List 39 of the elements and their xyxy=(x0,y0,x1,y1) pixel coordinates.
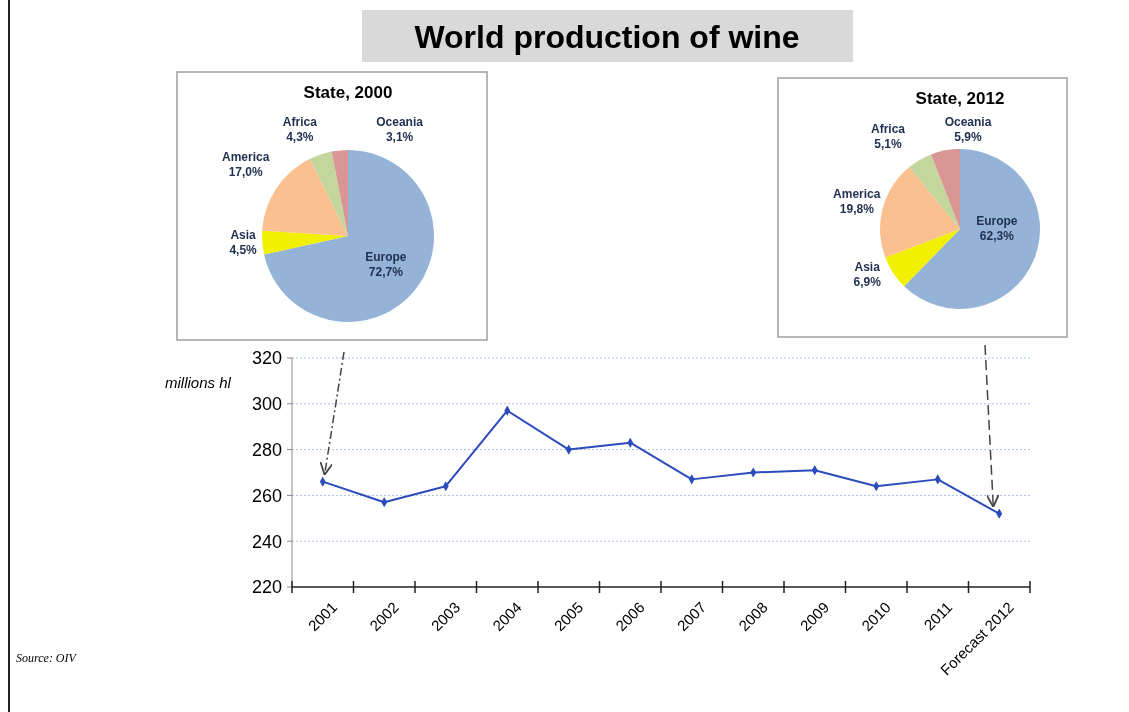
pie-slice xyxy=(909,154,960,229)
y-axis-title: millions hl xyxy=(165,374,232,391)
y-tick-label: 280 xyxy=(251,439,282,460)
y-tick-label: 300 xyxy=(251,394,282,415)
data-label: 4,3% xyxy=(286,130,314,145)
chart-title: World production of wine xyxy=(414,19,800,55)
pie-slice xyxy=(931,149,960,229)
chart-title: State, 2000 xyxy=(303,83,393,102)
y-tick-label: 320 xyxy=(251,348,282,369)
pie-slice xyxy=(904,149,1040,309)
y-tick-label: 220 xyxy=(251,577,282,598)
pie-slice xyxy=(880,167,960,258)
pie-slice xyxy=(885,229,960,287)
slice-label: America xyxy=(221,149,270,164)
slice-label: Europe xyxy=(976,214,1018,228)
slice-label: Oceania xyxy=(944,114,992,129)
slice-label: Africa xyxy=(870,122,906,136)
data-label: 62,3% xyxy=(979,229,1015,243)
source-note: Source: OIV xyxy=(16,651,78,665)
y-tick-label: 240 xyxy=(251,531,282,552)
slice-label: Asia xyxy=(854,260,881,275)
y-tick-label: 260 xyxy=(251,485,282,506)
data-label: 5,1% xyxy=(874,137,902,151)
slice-label: Oceania xyxy=(376,115,424,130)
data-label: 4,5% xyxy=(229,242,258,257)
slice-label: Africa xyxy=(282,115,318,130)
data-label: 6,9% xyxy=(853,275,882,290)
data-label: 72,7% xyxy=(368,265,404,280)
data-label: 5,9% xyxy=(954,129,982,144)
slice-label: America xyxy=(833,186,881,201)
data-label: 17,0% xyxy=(228,164,263,179)
pie-slice xyxy=(331,150,348,236)
slice-label: Europe xyxy=(365,250,407,265)
slice-label: Asia xyxy=(230,227,257,242)
data-label: 19,8% xyxy=(839,201,875,216)
pie-slice xyxy=(262,230,348,255)
data-label: 3,1% xyxy=(385,130,414,145)
pie-slice xyxy=(310,151,348,236)
chart-title: State, 2012 xyxy=(915,89,1005,108)
